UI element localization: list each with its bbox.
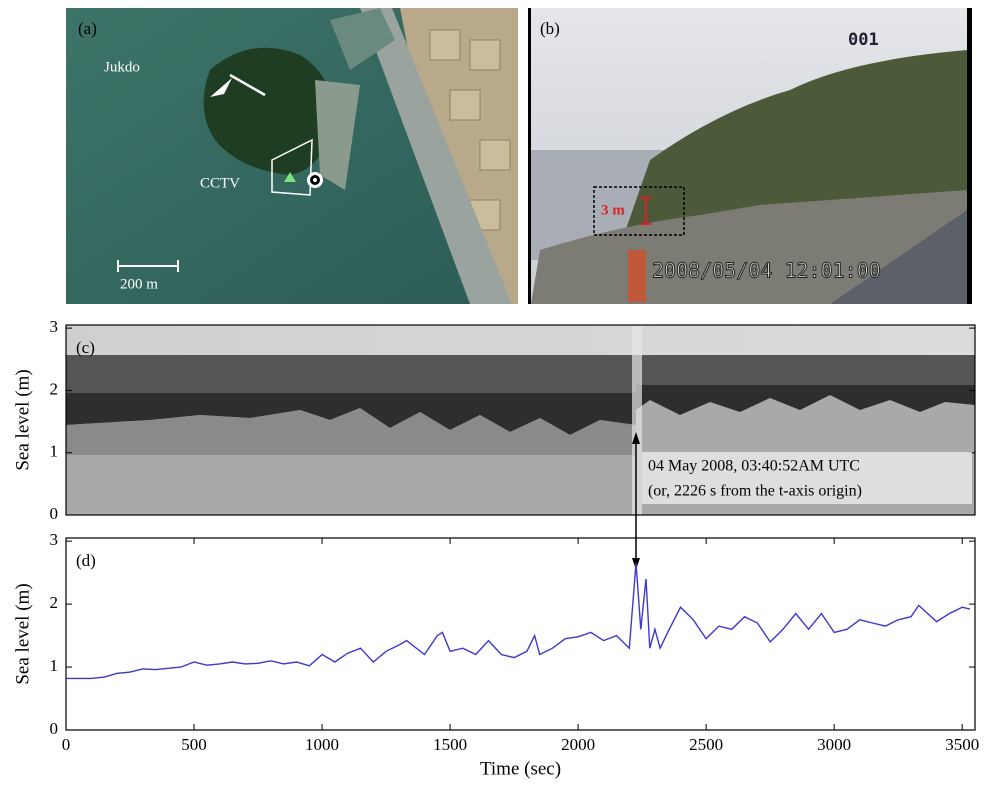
cctv-photo: (b) 001 3 m 2008/05/04 12:01:00	[528, 8, 972, 304]
panel-label: (d)	[76, 551, 96, 570]
y-axis-label: Sea level (m)	[12, 583, 33, 684]
x-axis-label: Time (sec)	[480, 758, 561, 779]
scale-label: 200 m	[120, 276, 158, 292]
annotation-text: (or, 2226 s from the t-axis origin)	[648, 483, 862, 500]
x-tick-label: 1500	[433, 735, 467, 754]
x-tick-label: 1000	[305, 735, 339, 754]
x-tick-label: 500	[181, 735, 207, 754]
y-tick-label: 1	[50, 442, 59, 461]
timestack-image	[66, 325, 975, 515]
annotation-text: 04 May 2008, 03:40:52AM UTC	[648, 458, 860, 475]
axes-frame	[65, 324, 976, 516]
y-tick-label: 0	[50, 719, 59, 738]
y-tick-label: 1	[50, 656, 59, 675]
y-tick-label: 2	[50, 593, 59, 612]
x-tick-label: 2000	[561, 735, 595, 754]
x-tick-label: 3000	[817, 735, 851, 754]
y-axis-label: Sea level (m)	[12, 369, 33, 470]
annotation-box	[641, 452, 972, 504]
panel-label: (b)	[540, 19, 560, 38]
panel-label: (c)	[76, 338, 95, 357]
y-tick-label: 0	[50, 504, 59, 523]
x-tick-label: 0	[62, 735, 71, 754]
place-label: Jukdo	[104, 59, 140, 75]
channel-label: 001	[848, 30, 879, 50]
y-tick-label: 3	[50, 317, 59, 336]
x-tick-label: 3500	[945, 735, 979, 754]
camera-label: CCTV	[200, 175, 240, 191]
satellite-photo: (a) Jukdo CCTV 200 m	[66, 8, 518, 304]
arrow-head	[631, 432, 640, 444]
x-tick-label: 2500	[689, 735, 723, 754]
axes-frame	[65, 537, 976, 731]
timestamp: 2008/05/04 12:01:00	[652, 259, 881, 283]
y-tick-label: 2	[50, 379, 59, 398]
height-label: 3 m	[601, 202, 625, 218]
panel-label: (a)	[78, 19, 97, 38]
y-tick-label: 3	[50, 530, 59, 549]
data-line	[66, 563, 971, 680]
